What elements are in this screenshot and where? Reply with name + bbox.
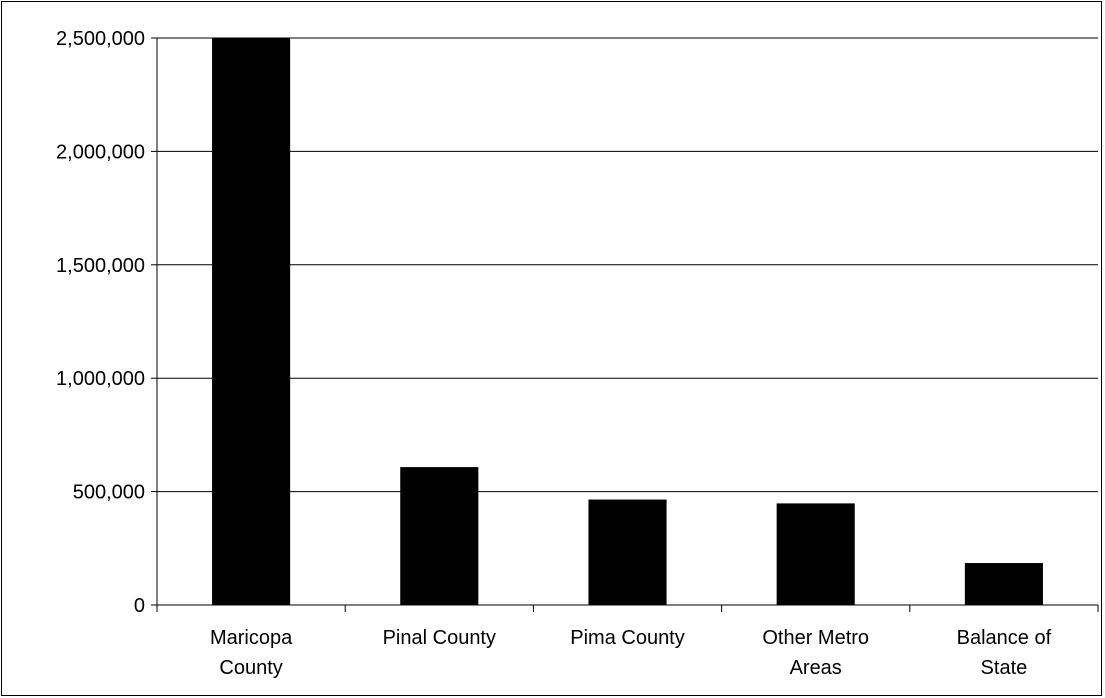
bar [588, 499, 667, 605]
y-tick-label: 1,500,000 [56, 255, 145, 277]
x-category-label: Maricopa County [210, 627, 293, 679]
bar [964, 563, 1043, 605]
x-category-label-line: Other Metro [762, 627, 869, 649]
x-category-label: Pima County [570, 627, 685, 649]
bar [776, 503, 855, 605]
x-category-label-line: Maricopa [210, 627, 293, 649]
x-category-label-line: Pinal County [383, 627, 496, 649]
y-tick-label: 2,000,000 [56, 141, 145, 163]
bar [400, 467, 479, 605]
x-category-label-line: County [219, 657, 282, 679]
x-category-label: Other Metro Areas [762, 627, 869, 679]
x-category-label: Pinal County [383, 627, 496, 649]
y-tick-label: 2,500,000 [56, 28, 145, 50]
gridlines [157, 37, 1098, 493]
axes [151, 37, 1099, 612]
x-category-label: Balance of State [957, 627, 1052, 679]
x-category-label-line: State [981, 657, 1028, 679]
x-category-label-line: Areas [790, 657, 842, 679]
y-tick-label: 0 [134, 595, 145, 617]
labels: 0 500,000 1,000,000 1,500,000 2,000,000 2,500… [56, 28, 1052, 679]
y-tick-label: 500,000 [73, 482, 145, 504]
bars [212, 38, 1043, 605]
x-category-label-line: Pima County [570, 627, 685, 649]
bar [212, 38, 291, 605]
x-category-label-line: Balance of [957, 627, 1052, 649]
y-tick-label: 1,000,000 [56, 368, 145, 390]
